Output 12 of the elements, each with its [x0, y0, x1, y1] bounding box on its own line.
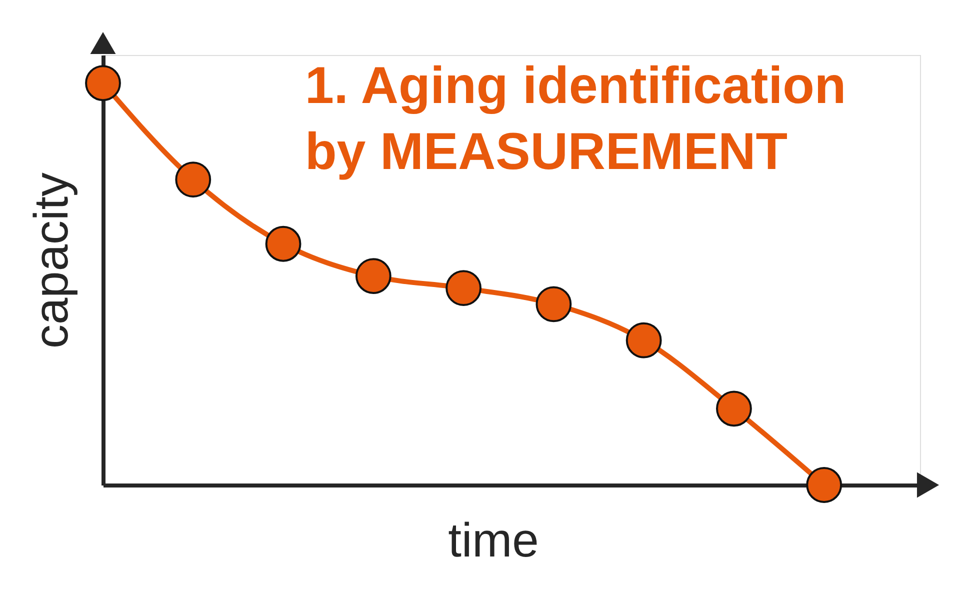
point: [626, 322, 662, 358]
point: [85, 65, 121, 102]
point: [446, 270, 482, 306]
point: [716, 390, 752, 427]
point: [265, 226, 302, 262]
point: [175, 162, 212, 198]
x-axis-title: time: [448, 514, 539, 568]
point: [806, 467, 842, 503]
point: [355, 258, 392, 294]
chart-title: 1. Aging identification by MEASUREMENT: [305, 57, 846, 181]
point: [536, 286, 572, 322]
y-axis-title: capacity: [26, 172, 78, 349]
